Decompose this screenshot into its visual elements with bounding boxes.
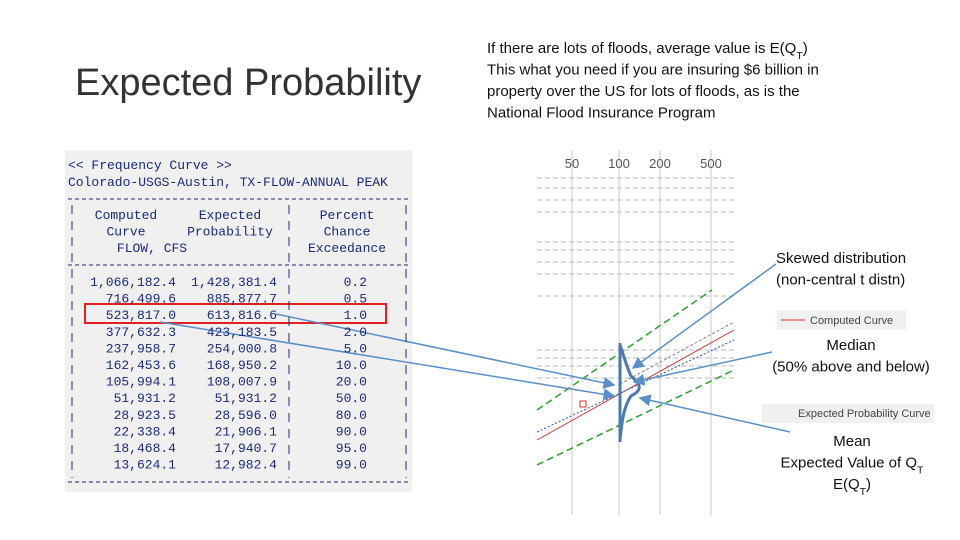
table-cell: 613,816.6 [207,308,277,323]
legend-box [777,310,906,330]
table-cell: 237,958.7 [106,341,176,356]
text-segment: ) [803,40,808,57]
table-cell: 108,007.9 [207,375,277,390]
text-line: (non-central t distn) [776,272,905,289]
text-segment: This what you need if you are insuring $… [487,62,819,79]
table-cell: 1,428,381.4 [191,275,277,290]
table-cell: 21,906.1 [215,424,278,439]
x-tick-label: 50 [565,156,579,171]
table-cell: 13,624.1 [114,458,177,473]
column-header: Curve [106,225,145,240]
table-cell: 51,931.2 [114,391,176,406]
text-line: property over the US for lots of floods,… [487,83,800,100]
text-line: If there are lots of floods, average val… [487,40,808,62]
column-header: Probability [187,225,273,240]
text-segment: E(Q [833,476,860,493]
table-panel [65,150,412,492]
column-header: Exceedance [308,241,386,256]
text-segment: Skewed distribution [776,250,906,267]
x-tick-label: 200 [649,156,671,171]
table-cell: 18,468.4 [114,441,177,456]
table-cell: 90.0 [336,424,367,439]
table-cell: 162,453.6 [106,358,176,373]
table-cell: 51,931.2 [215,391,277,406]
legend-label: Expected Probability Curve [798,408,931,420]
text-line: E(QT) [833,476,871,498]
text-segment: (50% above and below) [772,359,930,376]
table-cell: 377,632.3 [106,325,176,340]
chart-panel [536,143,735,515]
table-cell: 20.0 [336,375,367,390]
text-line: Median [826,337,875,354]
text-line: National Flood Insurance Program [487,105,715,122]
subscript: T [860,486,867,498]
table-cell: 5.0 [344,341,367,356]
text-line: Mean [833,433,871,450]
table-cell: 99.0 [336,458,367,473]
table-cell: 1,066,182.4 [90,275,176,290]
table-cell: 716,499.6 [106,292,176,307]
highlight-box [84,303,387,324]
text-segment: Median [826,337,875,354]
table-subtitle: Colorado-USGS-Austin, TX-FLOW-ANNUAL PEA… [68,175,388,190]
text-segment: Mean [833,433,871,450]
table-cell: 1.0 [344,308,367,323]
text-segment: National Flood Insurance Program [487,105,715,122]
arrows [159,263,791,433]
table-cell: 12,982.4 [215,458,278,473]
column-header: Computed [95,208,157,223]
table-cell: 50.0 [336,391,367,406]
x-tick-label: 100 [608,156,630,171]
table-cell: 168,950.2 [207,358,277,373]
text-segment: Expected Value of Q [781,455,917,472]
table-cell: 0.2 [344,275,367,290]
table-cell: 28,923.5 [114,408,176,423]
table-cell: 28,596.0 [215,408,277,423]
text-segment: (non-central t distn) [776,272,905,289]
text-segment: property over the US for lots of floods,… [487,83,800,100]
subscript: T [917,465,924,477]
legend-box [762,404,934,423]
column-header: Chance [324,225,371,240]
table-cell: 523,817.0 [106,308,176,323]
table-cell: 95.0 [336,441,367,456]
table-cell: 0.5 [344,292,367,307]
table-title: << Frequency Curve >> [68,158,232,173]
table-cell: 22,338.4 [114,424,177,439]
slide-title: Expected Probability [75,62,421,104]
text-line: Expected Value of QT [781,455,924,477]
text-line: Skewed distribution [776,250,906,267]
table-cell: 885,877.7 [207,292,277,307]
table-cell: 254,000.8 [207,341,277,356]
text-line: (50% above and below) [772,359,930,376]
table: << Frequency Curve >> Colorado-USGS-Austi… [68,158,410,483]
column-header: Percent [320,208,375,223]
text-segment: If there are lots of floods, average val… [487,40,796,57]
table-cell: 80.0 [336,408,367,423]
legend-label: Computed Curve [810,315,893,327]
text-segment: ) [866,476,871,493]
column-header: FLOW, CFS [117,241,187,256]
column-header: Expected [199,208,261,223]
table-cell: 17,940.7 [215,441,277,456]
table-cell: 423,183.5 [207,325,277,340]
table-cell: 2.0 [344,325,367,340]
text-line: This what you need if you are insuring $… [487,62,819,79]
table-cell: 10.0 [336,358,367,373]
subscript: T [796,50,803,62]
table-cell: 105,994.1 [106,375,176,390]
x-tick-label: 500 [700,156,722,171]
